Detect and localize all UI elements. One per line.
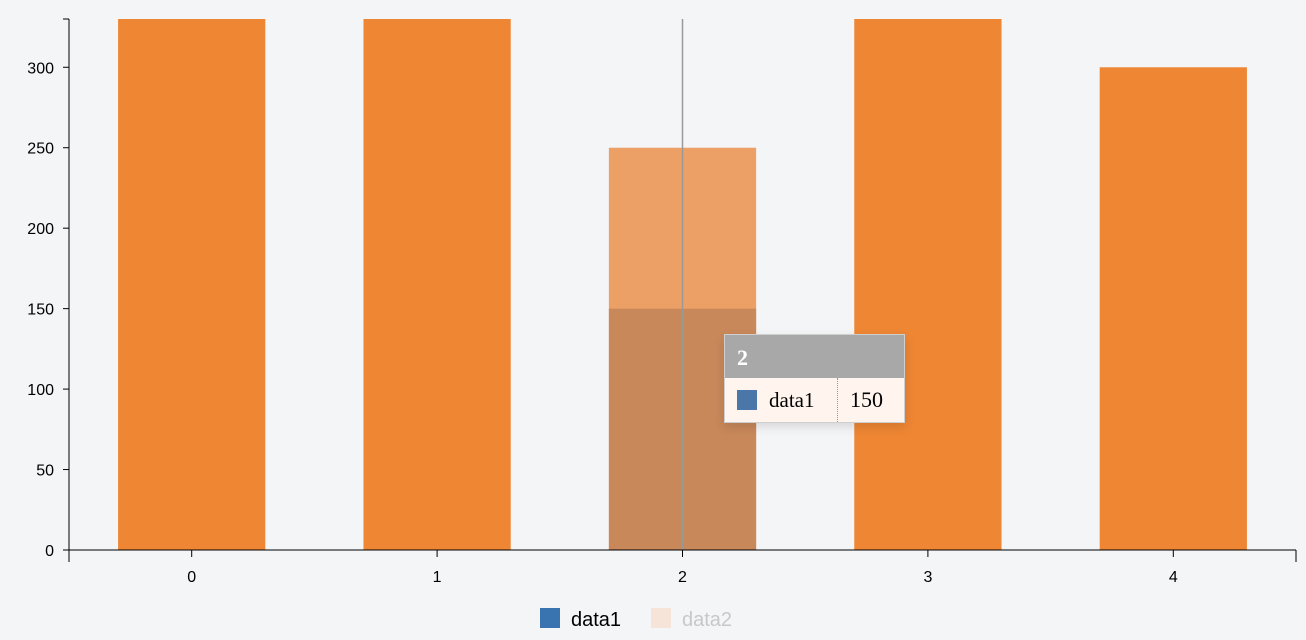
x-tick-label-1: 1	[433, 569, 442, 586]
y-tick-label-300: 300	[27, 60, 54, 77]
tooltip-series-name: data1	[769, 387, 815, 412]
x-tick-label-0: 0	[187, 569, 196, 586]
y-tick-label-100: 100	[27, 382, 54, 399]
bar-data2-3[interactable]	[854, 19, 1002, 550]
bar-data2-0[interactable]	[118, 19, 266, 550]
tooltip-swatch	[737, 390, 757, 410]
x-tick-label-2: 2	[678, 569, 687, 586]
legend-label-data1[interactable]: data1	[571, 609, 621, 631]
x-tick-label-4: 4	[1169, 569, 1178, 586]
tooltip: 2 data1 150	[724, 334, 905, 423]
tooltip-series: data1	[725, 378, 838, 422]
bar-data2-1[interactable]	[363, 19, 511, 550]
legend-label-data2[interactable]: data2	[682, 609, 732, 631]
tooltip-value: 150	[850, 387, 883, 412]
y-tick-label-200: 200	[27, 221, 54, 238]
x-tick-label-3: 3	[923, 569, 932, 586]
y-tick-label-250: 250	[27, 141, 54, 158]
y-tick-label-150: 150	[27, 302, 54, 319]
bar-data2-4[interactable]	[1099, 67, 1247, 550]
y-tick-label-50: 50	[36, 463, 54, 480]
tooltip-title: 2	[725, 335, 904, 378]
legend-swatch-data2[interactable]	[651, 608, 671, 628]
legend-swatch-data1[interactable]	[540, 608, 560, 628]
y-tick-label-0: 0	[45, 543, 54, 560]
tooltip-row: data1 150	[725, 378, 904, 422]
